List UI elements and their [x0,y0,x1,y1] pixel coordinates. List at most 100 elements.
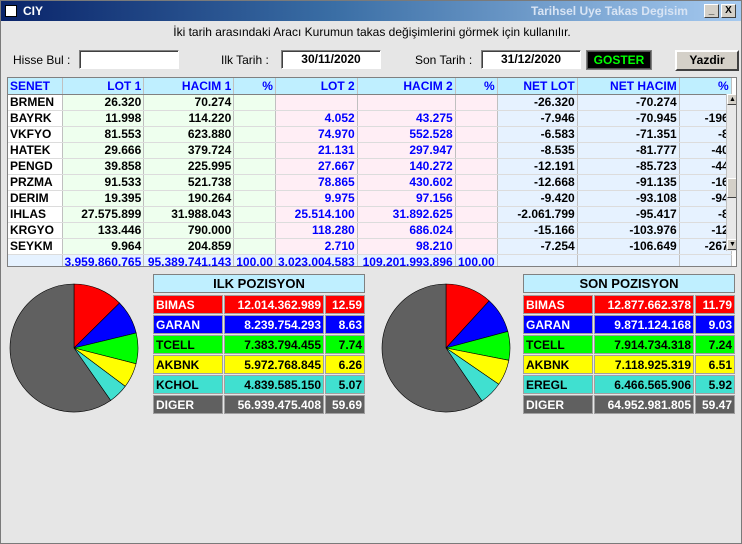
table-cell: -26.320 [497,94,578,111]
position-value: 9.871.124.168 [594,315,694,334]
table-cell [455,190,498,207]
position-value: 6.466.565.906 [594,375,694,394]
table-cell: KRGYO [8,222,63,239]
total-cell: 109.201.993.896 [357,254,456,266]
table-row[interactable]: PENGD 39.858 225.995 27.667 140.272 -12.191 -8… [8,158,732,175]
grid-header-2[interactable]: HACIM 1 [143,78,235,95]
title-bar[interactable]: CIY Tarihsel Uye Takas Degisim _ X [1,1,741,21]
table-cell [233,190,276,207]
table-cell: DERIM [8,190,63,207]
position-name: GARAN [153,315,223,334]
position-pct: 7.24 [695,335,735,354]
table-cell: 2.710 [275,238,358,255]
pie-slice-diger [9,283,112,413]
position-row: AKBNK 7.118.925.319 6.51 [523,355,735,374]
table-cell [455,222,498,239]
table-cell: 78.865 [275,174,358,191]
grid-header-4[interactable]: LOT 2 [275,78,358,95]
position-value: 56.939.475.408 [224,395,324,414]
minimize-button[interactable]: _ [704,4,719,18]
table-cell: PENGD [8,158,63,175]
total-cell [8,254,63,266]
position-row: TCELL 7.914.734.318 7.24 [523,335,735,354]
table-cell: VKFYO [8,126,63,143]
position-name: GARAN [523,315,593,334]
goster-button[interactable]: GOSTER [586,50,652,70]
table-row[interactable]: VKFYO 81.553 623.880 74.970 552.528 -6.583 -71… [8,126,732,143]
table-cell: 140.272 [357,158,456,175]
table-cell: -2.061.799 [497,206,578,223]
table-cell: -196 [679,110,732,127]
table-cell: 70.274 [143,94,235,111]
hisse-input[interactable] [79,50,179,69]
scroll-down-icon[interactable]: ▼ [727,239,736,250]
table-cell: 74.970 [275,126,358,143]
table-cell [455,174,498,191]
grid-header-9[interactable]: % [679,78,732,95]
grid-header-1[interactable]: LOT 1 [62,78,145,95]
scroll-up-icon[interactable]: ▲ [727,94,736,105]
position-name: DIGER [153,395,223,414]
position-value: 8.239.754.293 [224,315,324,334]
grid-header-6[interactable]: % [455,78,498,95]
table-row[interactable]: BRMEN 26.320 70.274 -26.320 -70.274 [8,94,732,111]
table-cell: -40 [679,142,732,159]
scroll-thumb[interactable] [727,178,736,198]
table-cell [455,142,498,159]
table-cell: PRZMA [8,174,63,191]
table-cell: 91.533 [62,174,145,191]
position-pct: 12.59 [325,295,365,314]
table-cell: 9.964 [62,238,145,255]
position-pct: 9.03 [695,315,735,334]
position-name: TCELL [523,335,593,354]
position-value: 12.877.662.378 [594,295,694,314]
table-cell [455,94,498,111]
table-cell: -12.668 [497,174,578,191]
position-row: DIGER 56.939.475.408 59.69 [153,395,365,414]
grid-header-8[interactable]: NET HACIM [577,78,680,95]
position-pct: 7.74 [325,335,365,354]
position-pct: 59.69 [325,395,365,414]
table-cell: -6.583 [497,126,578,143]
description-text: İki tarih arasındaki Aracı Kurumun takas… [173,25,571,39]
table-row[interactable]: KRGYO 133.446 790.000 118.280 686.024 -15.166… [8,222,732,239]
grid-header-0[interactable]: SENET [8,78,63,95]
table-row[interactable]: SEYKM 9.964 204.859 2.710 98.210 -7.254 -106.6… [8,238,732,255]
app-icon [5,5,17,17]
table-cell: -267 [679,238,732,255]
table-cell: -44 [679,158,732,175]
total-cell: 100,00 [233,254,276,266]
total-cell: 3.023.004.583 [275,254,358,266]
grid-scrollbar[interactable]: ▲ ▼ [726,94,736,251]
position-pct: 5.92 [695,375,735,394]
grid-header-7[interactable]: NET LOT [497,78,578,95]
table-cell: 118.280 [275,222,358,239]
close-button[interactable]: X [721,4,736,18]
ilk-pozisyon-title: ILK POZISYON [153,274,365,293]
table-row[interactable]: PRZMA 91.533 521.738 78.865 430.602 -12.668 -9… [8,174,732,191]
son-tarih-input[interactable]: 31/12/2020 [481,50,581,69]
ilk-pozisyon-pie-chart [9,283,139,413]
son-pozisyon-pie-chart [381,283,511,413]
table-cell: -70.274 [577,94,680,111]
table-row[interactable]: IHLAS 27.575.899 31.988.043 25.514.100 31.89… [8,206,732,223]
takas-grid[interactable]: SENET LOT 1 HACIM 1% LOT 2 HACIM 2% NET LOT NE… [7,77,737,267]
table-row[interactable]: DERIM 19.395 190.264 9.975 97.156 -9.420 -93.1… [8,190,732,207]
table-cell: IHLAS [8,206,63,223]
table-cell [455,206,498,223]
table-row[interactable]: BAYRK 11.998 114.220 4.052 43.275 -7.946 -70.9… [8,110,732,127]
table-cell: 39.858 [62,158,145,175]
table-cell: -7.946 [497,110,578,127]
window-subtitle: Tarihsel Uye Takas Degisim [531,4,688,18]
position-row: BIMAS 12.014.362.989 12.59 [153,295,365,314]
table-cell: -70.945 [577,110,680,127]
yazdir-button[interactable]: Yazdir [675,50,739,71]
grid-header-3[interactable]: % [233,78,276,95]
table-row[interactable]: HATEK 29.666 379.724 21.131 297.947 -8.535 -81… [8,142,732,159]
table-cell: -8 [679,206,732,223]
ilk-tarih-input[interactable]: 30/11/2020 [281,50,381,69]
table-cell: 686.024 [357,222,456,239]
table-cell: 521.738 [143,174,235,191]
grid-header-5[interactable]: HACIM 2 [357,78,456,95]
table-cell [455,126,498,143]
